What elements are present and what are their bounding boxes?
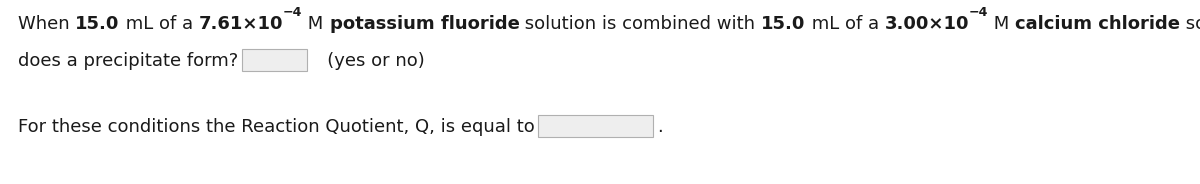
Text: does a precipitate form?: does a precipitate form? [18, 52, 239, 70]
Text: −4: −4 [968, 6, 989, 19]
Text: When: When [18, 15, 76, 33]
Text: 15.0: 15.0 [761, 15, 805, 33]
Text: 7.61×10: 7.61×10 [199, 15, 283, 33]
Text: 3.00×10: 3.00×10 [884, 15, 968, 33]
Text: 15.0: 15.0 [76, 15, 120, 33]
Text: (yes or no): (yes or no) [311, 52, 425, 70]
Text: M: M [989, 15, 1015, 33]
Text: calcium chloride: calcium chloride [1015, 15, 1181, 33]
Text: mL of a: mL of a [120, 15, 199, 33]
Text: .: . [656, 118, 662, 136]
FancyBboxPatch shape [539, 115, 653, 137]
Text: −4: −4 [283, 6, 302, 19]
Text: M: M [302, 15, 330, 33]
Text: solution: solution [1181, 15, 1200, 33]
Text: mL of a: mL of a [805, 15, 884, 33]
Text: For these conditions the Reaction Quotient, Q, is equal to: For these conditions the Reaction Quotie… [18, 118, 535, 136]
FancyBboxPatch shape [242, 49, 307, 71]
Text: solution is combined with: solution is combined with [520, 15, 761, 33]
Text: potassium fluoride: potassium fluoride [330, 15, 520, 33]
